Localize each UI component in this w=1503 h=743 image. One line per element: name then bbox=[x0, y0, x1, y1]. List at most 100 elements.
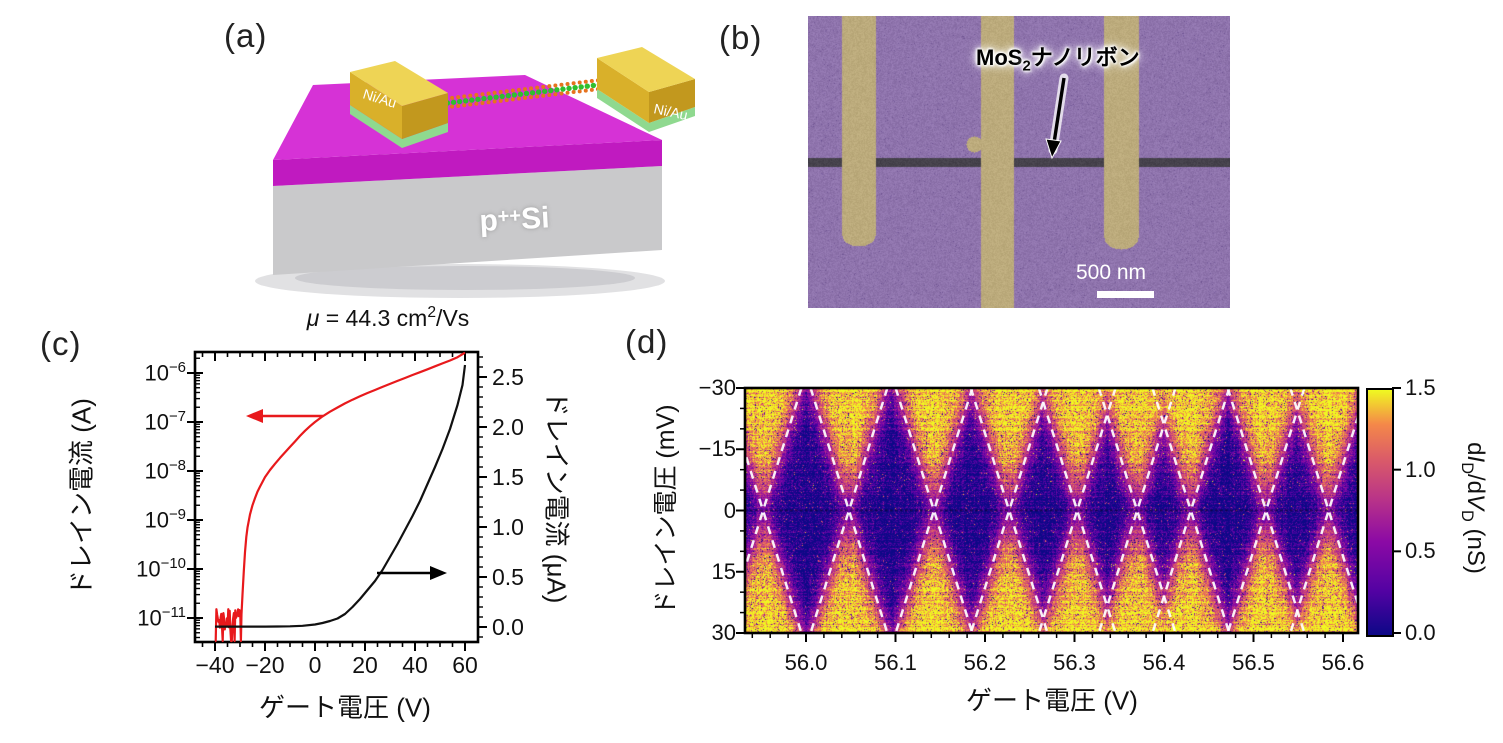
c-x-tick-label: 0 bbox=[308, 652, 322, 678]
atom-orange bbox=[565, 90, 570, 95]
electrode-left-contact-layer-side bbox=[402, 123, 448, 148]
d-y-tick-label: 15 bbox=[711, 558, 736, 584]
d-y-tick-label: 0 bbox=[723, 497, 736, 523]
electrode-right-contact-layer bbox=[597, 89, 649, 132]
atom-orange bbox=[577, 89, 582, 94]
atom-orange bbox=[547, 84, 552, 89]
right-axis-arrow-head bbox=[430, 566, 447, 580]
colorbar bbox=[1366, 388, 1394, 637]
colorbar-tick-label: 0.5 bbox=[1405, 538, 1436, 564]
atom-orange bbox=[450, 104, 455, 109]
title-end: /Vs bbox=[436, 304, 470, 331]
transfer-curve-plot bbox=[187, 350, 487, 651]
c-left-tick-label: 10−10 bbox=[128, 555, 186, 582]
d-x-tick-label: 56.4 bbox=[1142, 650, 1186, 675]
atom-orange bbox=[480, 101, 485, 106]
atom-orange bbox=[444, 105, 448, 110]
c-left-tick-label: 10−11 bbox=[128, 604, 186, 631]
atom-orange bbox=[565, 81, 570, 86]
atom-green bbox=[566, 85, 572, 92]
atom-orange bbox=[468, 102, 473, 107]
d-x-tick-label: 56.3 bbox=[1053, 650, 1096, 675]
annotation-mos: MoS bbox=[976, 45, 1023, 70]
d-x-tick-label: 56.1 bbox=[874, 650, 917, 675]
colorbar-label: dID/dVD (nS) bbox=[1457, 442, 1489, 574]
atom-orange bbox=[602, 86, 606, 91]
atom-orange bbox=[547, 92, 552, 97]
c-left-tick-label: 10−9 bbox=[128, 506, 186, 533]
sem-image bbox=[808, 16, 1230, 308]
c-right-tick-label: 1.0 bbox=[492, 514, 524, 540]
d-x-tick-label: 56.5 bbox=[1232, 650, 1275, 675]
atom-orange bbox=[589, 87, 594, 92]
scale-bar-text: 500 nm bbox=[1076, 261, 1147, 284]
electrode-right-front-face bbox=[597, 58, 649, 123]
atom-green bbox=[578, 84, 584, 90]
c-plot-frame bbox=[193, 350, 480, 644]
red-log-current-curve bbox=[214, 351, 466, 643]
c-x-axis-label: ゲート電圧 (V) bbox=[259, 692, 431, 723]
atom-green bbox=[505, 92, 511, 99]
colorbar-tick-label: 1.5 bbox=[1405, 375, 1436, 400]
electrode-right-side-face bbox=[649, 79, 695, 123]
c-right-tick-label: 2.0 bbox=[492, 414, 524, 440]
left-axis-arrow-head bbox=[246, 409, 263, 423]
atom-green bbox=[560, 86, 566, 92]
atom-orange bbox=[553, 92, 558, 97]
atom-orange bbox=[492, 90, 497, 95]
atom-orange bbox=[583, 88, 588, 93]
atom-orange bbox=[504, 89, 509, 94]
c-x-tick-label: −40 bbox=[195, 652, 235, 678]
log-exponent: −9 bbox=[168, 506, 186, 523]
atom-orange bbox=[444, 96, 448, 101]
d-y-tick-label: −15 bbox=[698, 436, 736, 462]
electrode-right-label: Ni/Au bbox=[652, 100, 689, 123]
log-exponent: −10 bbox=[160, 555, 186, 572]
atom-orange bbox=[595, 87, 600, 92]
c-x-tick-label: 60 bbox=[452, 652, 478, 678]
electrode-left-side-face bbox=[402, 93, 448, 139]
electrode-left-contact-layer bbox=[350, 105, 402, 148]
electrode-left-top-face bbox=[350, 61, 448, 106]
colorbar-label-part: V bbox=[1461, 494, 1489, 511]
atom-green bbox=[487, 95, 493, 101]
atom-orange bbox=[571, 90, 576, 95]
atom-green bbox=[481, 95, 487, 102]
atom-orange bbox=[450, 95, 455, 100]
atom-orange bbox=[510, 88, 515, 93]
colorbar-label-part: (nS) bbox=[1461, 521, 1489, 574]
substrate-label: p++Si bbox=[479, 201, 551, 238]
atom-green bbox=[602, 81, 609, 87]
atom-green bbox=[590, 82, 597, 89]
c-x-tick-label: −20 bbox=[245, 652, 285, 678]
c-left-axis-label: ドレイン電流 (A) bbox=[66, 398, 97, 596]
atom-orange bbox=[523, 95, 527, 100]
atom-green bbox=[523, 90, 530, 97]
atom-orange bbox=[456, 95, 461, 100]
c-x-tick-label: 40 bbox=[402, 652, 428, 678]
c-left-tick-label: 10−6 bbox=[128, 359, 186, 386]
d-y-tick-label: −30 bbox=[698, 375, 736, 400]
atom-orange bbox=[504, 98, 509, 103]
substrate-front-face bbox=[273, 166, 662, 275]
atom-orange bbox=[559, 82, 564, 87]
electrode-right: Ni/Au bbox=[597, 47, 695, 132]
electrode-left-label: Ni/Au bbox=[361, 86, 398, 111]
panel-c-label: (c) bbox=[40, 325, 82, 362]
atom-orange bbox=[516, 87, 521, 92]
atom-green bbox=[572, 84, 578, 91]
annotation-nanoribbon: ナノリボン bbox=[1030, 45, 1140, 70]
log-exponent: −8 bbox=[168, 457, 186, 474]
atom-orange bbox=[571, 81, 576, 86]
atom-green bbox=[450, 99, 457, 105]
atom-orange bbox=[468, 93, 473, 98]
atom-orange bbox=[595, 78, 600, 83]
atom-orange bbox=[559, 91, 564, 96]
log-base: 10 bbox=[144, 409, 169, 435]
atom-green bbox=[463, 98, 469, 104]
log-base: 10 bbox=[144, 507, 169, 533]
oxide-top-face bbox=[273, 75, 662, 160]
d-x-tick-label: 56.2 bbox=[963, 650, 1007, 675]
atom-green bbox=[584, 83, 590, 89]
